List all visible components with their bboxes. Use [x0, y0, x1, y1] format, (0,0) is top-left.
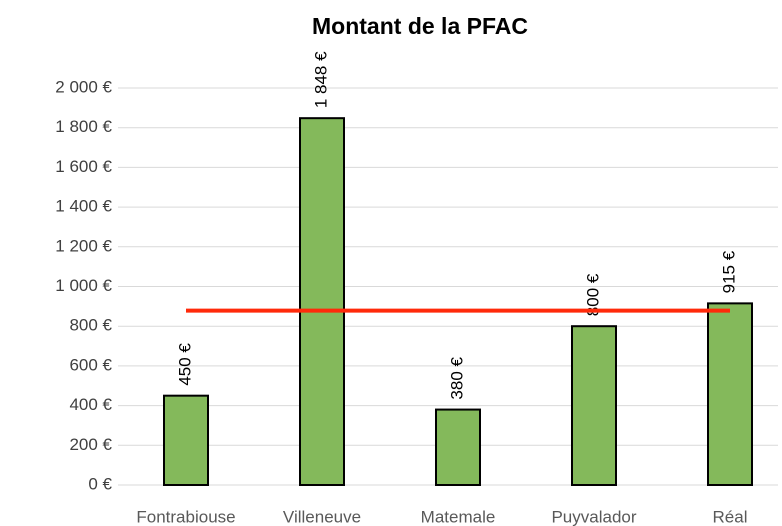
x-tick-label: Villeneuve: [283, 507, 361, 526]
y-tick-label: 2 000 €: [55, 77, 112, 96]
y-tick-label: 1 800 €: [55, 117, 112, 136]
y-tick-label: 400 €: [69, 395, 112, 414]
y-tick-label: 0 €: [88, 474, 112, 493]
data-label: 800 €: [583, 273, 602, 316]
bar: [707, 302, 753, 486]
y-tick-label: 1 200 €: [55, 236, 112, 255]
x-tick-label: Matemale: [421, 507, 496, 526]
data-label: 915 €: [719, 250, 738, 293]
bar: [163, 394, 209, 486]
x-tick-label: Réal: [713, 507, 748, 526]
bar: [299, 117, 345, 486]
y-tick-label: 800 €: [69, 316, 112, 335]
data-label: 450 €: [175, 343, 194, 386]
data-label: 1 848 €: [311, 51, 330, 108]
x-tick-label: Fontrabiouse: [136, 507, 235, 526]
data-label: 380 €: [447, 356, 466, 399]
y-tick-label: 200 €: [69, 435, 112, 454]
bar: [435, 408, 481, 487]
y-tick-label: 1 400 €: [55, 197, 112, 216]
bar: [571, 325, 617, 487]
chart-title: Montant de la PFAC: [312, 13, 528, 39]
y-tick-label: 1 600 €: [55, 157, 112, 176]
y-tick-label: 600 €: [69, 355, 112, 374]
x-tick-label: Puyvalador: [551, 507, 636, 526]
y-tick-label: 1 000 €: [55, 276, 112, 295]
